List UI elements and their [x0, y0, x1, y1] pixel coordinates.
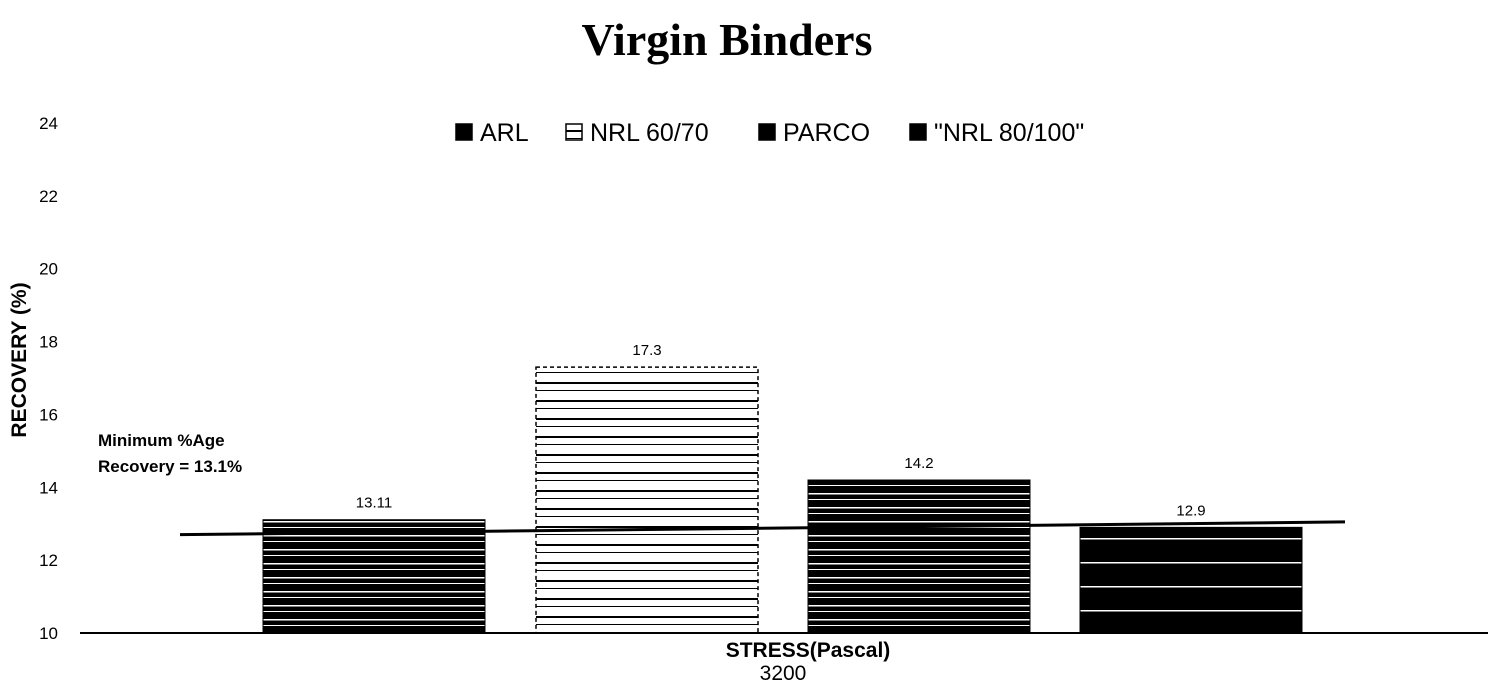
- annotation-line-1: Minimum %Age: [98, 431, 225, 450]
- bar-nrl-80-100: [1079, 526, 1303, 634]
- legend-swatch: [455, 123, 473, 141]
- y-tick-label: 12: [39, 551, 58, 570]
- legend-label: PARCO: [783, 119, 870, 147]
- data-label: 17.3: [632, 342, 661, 359]
- y-tick-label: 16: [39, 405, 58, 424]
- data-label: 14.2: [904, 455, 933, 472]
- y-tick-label: 20: [39, 260, 58, 279]
- y-axis-ticks: 10 12 14 16 18 20 22 24: [39, 114, 58, 643]
- data-labels: 13.11 17.3 14.2 12.9: [356, 342, 1206, 519]
- legend-swatch: [909, 123, 927, 141]
- bar-arl: [262, 519, 486, 634]
- bar-nrl-60-70: [535, 366, 759, 634]
- legend-swatch: [758, 123, 776, 141]
- legend: ARL NRL 60/70 PARCO "NRL 80/100": [455, 119, 1084, 147]
- x-axis-title: STRESS(Pascal): [726, 639, 891, 662]
- legend-swatch: [565, 123, 583, 141]
- data-label: 13.11: [356, 495, 392, 512]
- annotation: Minimum %Age Recovery = 13.1%: [98, 431, 242, 476]
- legend-label: "NRL 80/100": [934, 119, 1084, 147]
- legend-label: ARL: [480, 119, 529, 147]
- y-tick-label: 10: [39, 624, 58, 643]
- y-tick-label: 18: [39, 333, 58, 352]
- annotation-line-2: Recovery = 13.1%: [98, 457, 242, 476]
- y-tick-label: 22: [39, 187, 58, 206]
- data-label: 12.9: [1176, 502, 1205, 519]
- category-label: 3200: [760, 662, 807, 685]
- minimum-recovery-line: [179, 520, 1346, 537]
- bars: [262, 366, 1303, 634]
- y-tick-label: 24: [39, 114, 58, 133]
- y-axis-title: RECOVERY (%): [8, 282, 31, 437]
- y-tick-label: 14: [39, 478, 58, 497]
- chart-title: Virgin Binders: [582, 14, 873, 65]
- legend-label: NRL 60/70: [590, 119, 709, 147]
- bar-parco: [807, 479, 1031, 634]
